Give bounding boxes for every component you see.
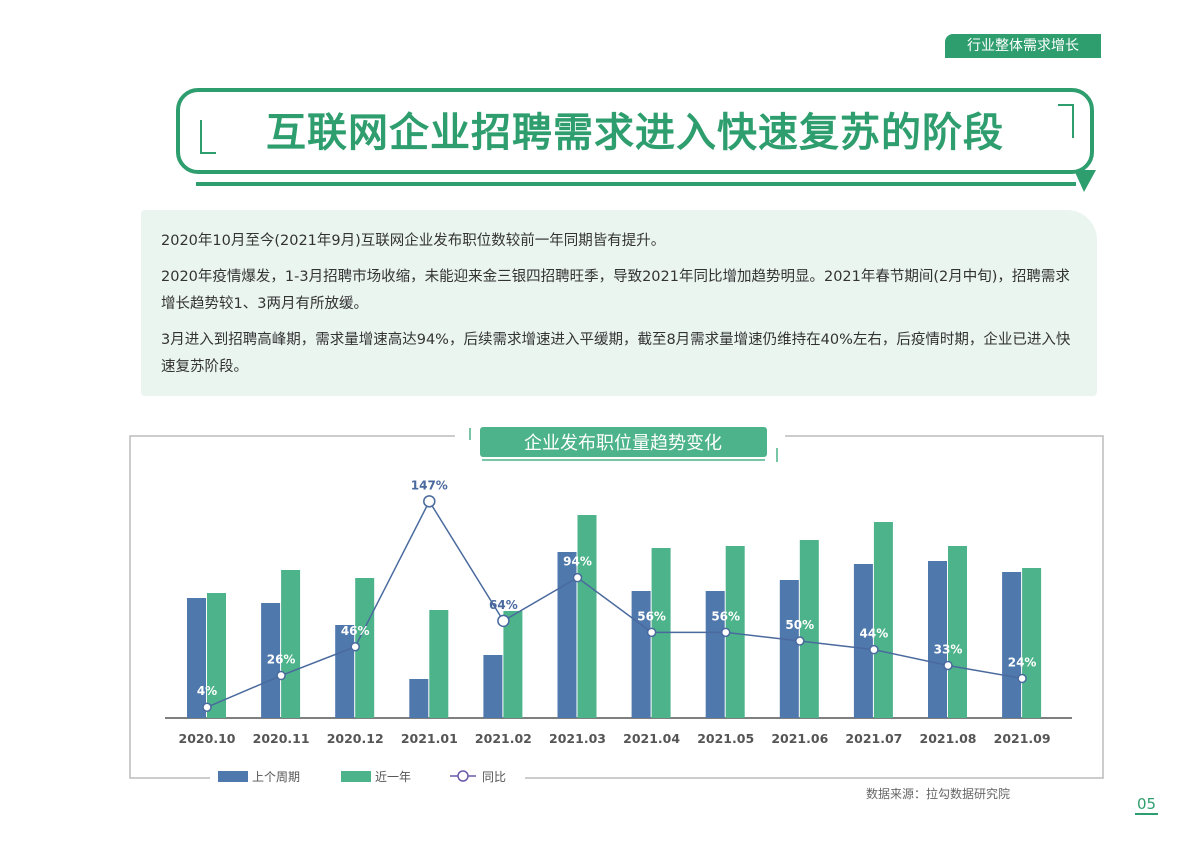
bar-prev-period — [187, 598, 206, 718]
summary-paragraph: 2020年10月至今(2021年9月)互联网企业发布职位数较前一年同期皆有提升。 — [161, 233, 666, 249]
bar-prev-period — [557, 552, 577, 718]
bar-recent-year — [577, 515, 597, 718]
bar-recent-year — [355, 578, 375, 718]
bar-prev-period — [261, 603, 281, 718]
yoy-point — [869, 644, 879, 655]
x-tick-label: 2021.04 — [623, 731, 680, 746]
x-tick-label: 2021.05 — [697, 731, 754, 746]
yoy-data-label: 147% — [411, 478, 448, 492]
x-tick-label: 2020.11 — [253, 731, 310, 746]
bar-prev-period — [335, 625, 355, 718]
yoy-data-label: 56% — [711, 609, 740, 623]
summary-box: 2020年10月至今(2021年9月)互联网企业发布职位数较前一年同期皆有提升。… — [141, 210, 1097, 396]
legend-label-yoy: 同比 — [482, 770, 506, 784]
legend-marker-yoy — [457, 770, 469, 782]
page-title: 互联网企业招聘需求进入快速复苏的阶段 — [266, 110, 1004, 156]
yoy-line — [206, 499, 1023, 708]
title-corner-right — [1058, 104, 1074, 138]
x-tick-label: 2021.08 — [920, 731, 977, 746]
bar-recent-year — [503, 611, 523, 718]
x-tick-label: 2021.01 — [401, 731, 458, 746]
yoy-point — [350, 642, 360, 652]
yoy-point — [423, 495, 436, 508]
bar-prev-period — [409, 679, 429, 718]
yoy-data-label: 56% — [637, 609, 666, 623]
bar-recent-year — [207, 593, 226, 718]
yoy-data-label: 4% — [197, 684, 217, 698]
x-tick-label: 2021.06 — [771, 731, 828, 746]
bar-prev-period — [483, 655, 503, 718]
summary-paragraph: 3月进入到招聘高峰期，需求量增速高达94%，后续需求增速进入平缓期，截至8月需求… — [161, 332, 1071, 375]
yoy-data-label: 64% — [489, 598, 518, 612]
x-tick-label: 2021.03 — [549, 731, 606, 746]
chart-title: 企业发布职位量趋势变化 — [524, 433, 722, 454]
x-tick-label: 2021.02 — [475, 731, 532, 746]
x-tick-label: 2021.09 — [994, 731, 1051, 746]
yoy-data-label: 46% — [341, 624, 370, 638]
bar-recent-year — [873, 522, 893, 718]
yoy-point — [943, 660, 953, 671]
title-underline — [196, 182, 1076, 186]
bar-recent-year — [429, 610, 449, 718]
yoy-point — [720, 627, 731, 638]
bar-recent-year — [799, 540, 819, 718]
summary-paragraph: 2020年疫情爆发，1-3月招聘市场收缩，未能迎来金三银四招聘旺季，导致2021… — [161, 269, 1070, 312]
section-tag: 行业整体需求增长 — [945, 34, 1101, 58]
yoy-point — [795, 636, 805, 646]
yoy-point — [202, 702, 212, 712]
legend-label-prev: 上个周期 — [252, 770, 300, 784]
bar-recent-year — [725, 546, 745, 718]
bar-recent-year — [948, 546, 967, 718]
title-frame — [176, 88, 1094, 174]
yoy-point — [1017, 673, 1027, 684]
yoy-data-label: 44% — [860, 627, 889, 641]
bar-prev-period — [1002, 572, 1022, 718]
yoy-point — [276, 670, 286, 681]
title-corner-left — [200, 120, 216, 154]
legend-swatch-prev — [218, 771, 248, 782]
page-number: 05 — [1135, 795, 1159, 815]
x-tick-label: 2021.07 — [845, 731, 902, 746]
bar-recent-year — [281, 570, 301, 718]
yoy-data-label: 26% — [267, 653, 296, 667]
legend-label-year: 近一年 — [375, 770, 411, 784]
bar-prev-period — [928, 561, 947, 718]
yoy-data-label: 33% — [934, 642, 963, 656]
title-frame-tail — [1074, 170, 1096, 192]
yoy-point — [497, 614, 510, 628]
yoy-point — [572, 572, 583, 583]
bar-prev-period — [705, 591, 725, 718]
yoy-data-label: 50% — [785, 618, 814, 632]
yoy-data-label: 94% — [563, 555, 592, 569]
x-tick-label: 2020.10 — [179, 731, 236, 746]
bar-prev-period — [779, 580, 799, 718]
bar-recent-year — [1022, 568, 1042, 718]
yoy-point — [646, 627, 657, 638]
bar-prev-period — [631, 591, 651, 718]
legend-swatch-year — [341, 771, 371, 782]
chart-frame — [129, 435, 1104, 779]
bar-prev-period — [853, 564, 873, 718]
data-source: 数据来源：拉勾数据研究院 — [866, 787, 1011, 801]
chart-title-badge: 企业发布职位量趋势变化 — [469, 427, 778, 462]
legend: 上个周期 近一年 同比 — [218, 770, 506, 784]
x-tick-label: 2020.12 — [327, 731, 384, 746]
yoy-data-label: 24% — [1008, 655, 1037, 669]
